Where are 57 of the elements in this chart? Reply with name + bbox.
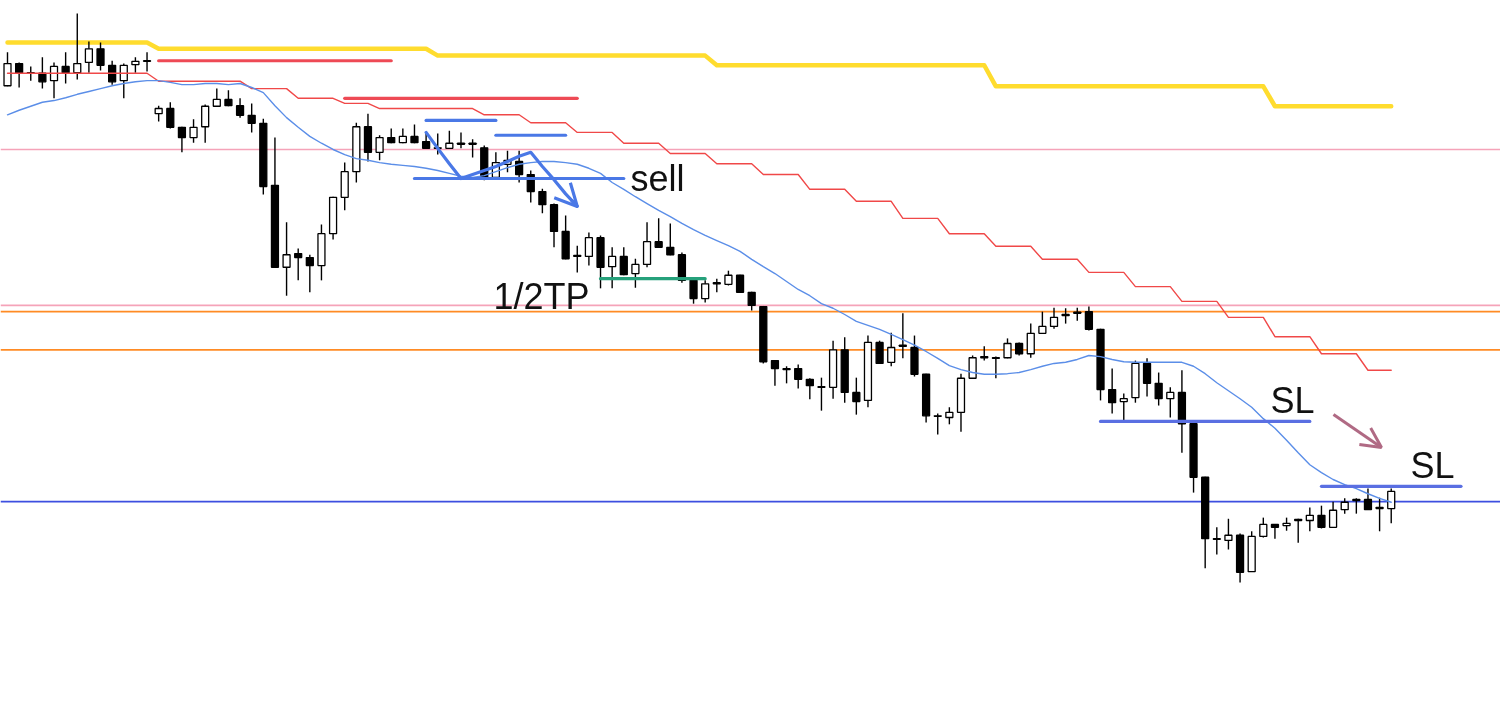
candlestick [201,103,210,144]
candlestick [235,97,245,119]
candlestick [1108,367,1117,415]
candlestick [1305,506,1314,532]
annotation: 1/2TP [493,276,590,317]
candlestick [177,126,187,154]
candlestick [689,278,698,305]
candlestick [1363,487,1373,511]
candlestick [701,279,710,304]
candlestick [1212,526,1221,556]
candlestick [305,254,314,294]
annotation: SL [1270,379,1315,421]
candlestick [468,138,477,159]
candlestick [282,221,291,297]
candlestick [61,51,70,85]
candlestick [1142,357,1152,398]
candlestick [96,41,105,72]
candlestick [770,359,780,387]
candlestick [375,134,384,161]
candlestick [247,102,256,134]
candlestick [73,12,82,81]
annotation: sell [630,158,685,199]
candlestick [887,332,896,367]
candlestick [852,376,861,416]
candlestick [3,51,12,88]
candlestick [1270,523,1280,540]
candlestick [642,221,652,268]
candlestick [38,56,47,90]
candlestick [817,376,826,412]
candlestick [1049,306,1059,330]
candlestick [794,363,803,390]
candlestick [666,222,675,257]
candlestick [1259,516,1268,539]
candlestick [584,231,594,267]
candlestick [189,118,198,144]
candlestick [14,61,24,89]
candlestick [933,412,942,436]
candlestick [538,188,547,214]
candlestick [1328,501,1338,529]
candlestick [84,40,94,74]
candlestick [1387,487,1396,525]
candlestick [166,101,175,130]
candlestick [142,51,152,73]
candlestick [875,339,884,365]
candlestick [1375,497,1384,532]
candlestick [1154,371,1163,407]
candlestick [631,258,640,289]
candlestick [1166,386,1175,419]
candlestick [619,246,628,276]
candlestick [805,377,814,400]
candlestick [1038,310,1047,334]
candlestick [654,217,663,249]
annotation: SL [1410,444,1455,486]
candlestick [1224,518,1233,551]
candlestick [608,246,617,290]
candlestick [294,247,303,282]
candlestick [1026,322,1035,359]
